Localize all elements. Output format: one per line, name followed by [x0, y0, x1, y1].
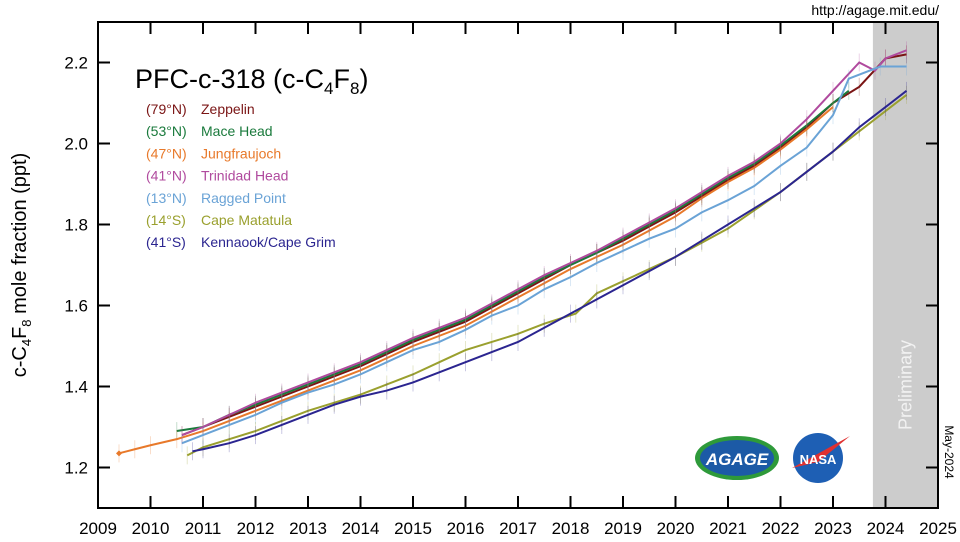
legend-entry: Jungfraujoch	[201, 145, 281, 161]
x-tick-label: 2018	[552, 519, 590, 538]
agage-logo-text: AGAGE	[705, 450, 769, 469]
nasa-logo: NASA	[792, 433, 850, 483]
preliminary-label: Preliminary	[895, 340, 915, 430]
legend-latitude: (41°N)	[146, 168, 187, 184]
legend-latitude: (79°N)	[146, 101, 187, 117]
x-tick-label: 2021	[709, 519, 747, 538]
y-axis-label: c-C4F8 mole fraction (ppt)	[9, 153, 34, 378]
legend-latitude: (14°S)	[146, 212, 186, 228]
x-tick-label: 2025	[919, 519, 957, 538]
source-url[interactable]: http://agage.mit.edu/	[811, 2, 939, 18]
y-tick-label: 1.8	[64, 216, 88, 235]
series-line	[181, 65, 907, 445]
x-tick-label: 2022	[762, 519, 800, 538]
x-tick-label: 2011	[185, 519, 222, 538]
legend-latitude: (13°N)	[146, 190, 187, 206]
series-kennaook-cape-grim	[192, 81, 908, 461]
legend-entry: Trinidad Head	[201, 168, 288, 184]
series-group	[116, 41, 908, 465]
x-tick-label: 2019	[604, 519, 642, 538]
x-tick-label: 2024	[867, 519, 905, 538]
legend: (79°N) Zeppelin (53°N) Mace Head (47°N) Jungf…	[146, 101, 336, 250]
legend-entry: Zeppelin	[201, 101, 255, 117]
legend-entry: Ragged Point	[201, 190, 286, 206]
first-point-marker	[116, 450, 122, 457]
legend-entry: Cape Matatula	[201, 212, 292, 228]
x-tick-label: 2014	[342, 519, 380, 538]
series-line	[176, 90, 850, 433]
nasa-logo-text: NASA	[800, 452, 837, 467]
series-line	[181, 49, 907, 437]
series-ragged-point	[181, 57, 907, 453]
legend-entry: Kennaook/Cape Grim	[201, 234, 336, 250]
x-tick-label: 2013	[289, 519, 327, 538]
x-tick-label: 2017	[499, 519, 537, 538]
y-tick-label: 2.2	[64, 54, 88, 73]
series-trinidad-head	[181, 41, 907, 445]
x-tick-label: 2023	[814, 519, 852, 538]
y-tick-label: 1.2	[64, 459, 88, 478]
series-line	[181, 53, 907, 437]
legend-latitude: (53°N)	[146, 123, 187, 139]
series-line	[118, 106, 834, 455]
y-tick-label: 1.4	[64, 378, 88, 397]
legend-latitude: (41°S)	[146, 234, 186, 250]
legend-latitude: (47°N)	[146, 145, 187, 161]
x-tick-label: 2015	[394, 519, 432, 538]
series-zeppelin	[181, 45, 907, 445]
legend-entry: Mace Head	[201, 123, 273, 139]
x-tick-label: 2020	[657, 519, 695, 538]
chart-title: PFC-c-318 (c-C4F8)	[135, 64, 368, 98]
axes: 2009 2010 2011 2012 2013 2014 2015 2016 2017 2018…	[64, 21, 957, 538]
y-tick-label: 1.6	[64, 297, 88, 316]
series-line	[192, 90, 908, 453]
x-tick-label: 2012	[237, 519, 275, 538]
x-tick-label: 2016	[447, 519, 485, 538]
x-tick-label: 2010	[132, 519, 170, 538]
agage-logo: AGAGE	[695, 436, 779, 480]
preliminary-region	[872, 22, 938, 508]
x-tick-label: 2009	[79, 519, 117, 538]
date-stamp: May-2024	[942, 425, 956, 479]
y-tick-label: 2.0	[64, 135, 88, 154]
series-mace-head	[176, 81, 850, 441]
